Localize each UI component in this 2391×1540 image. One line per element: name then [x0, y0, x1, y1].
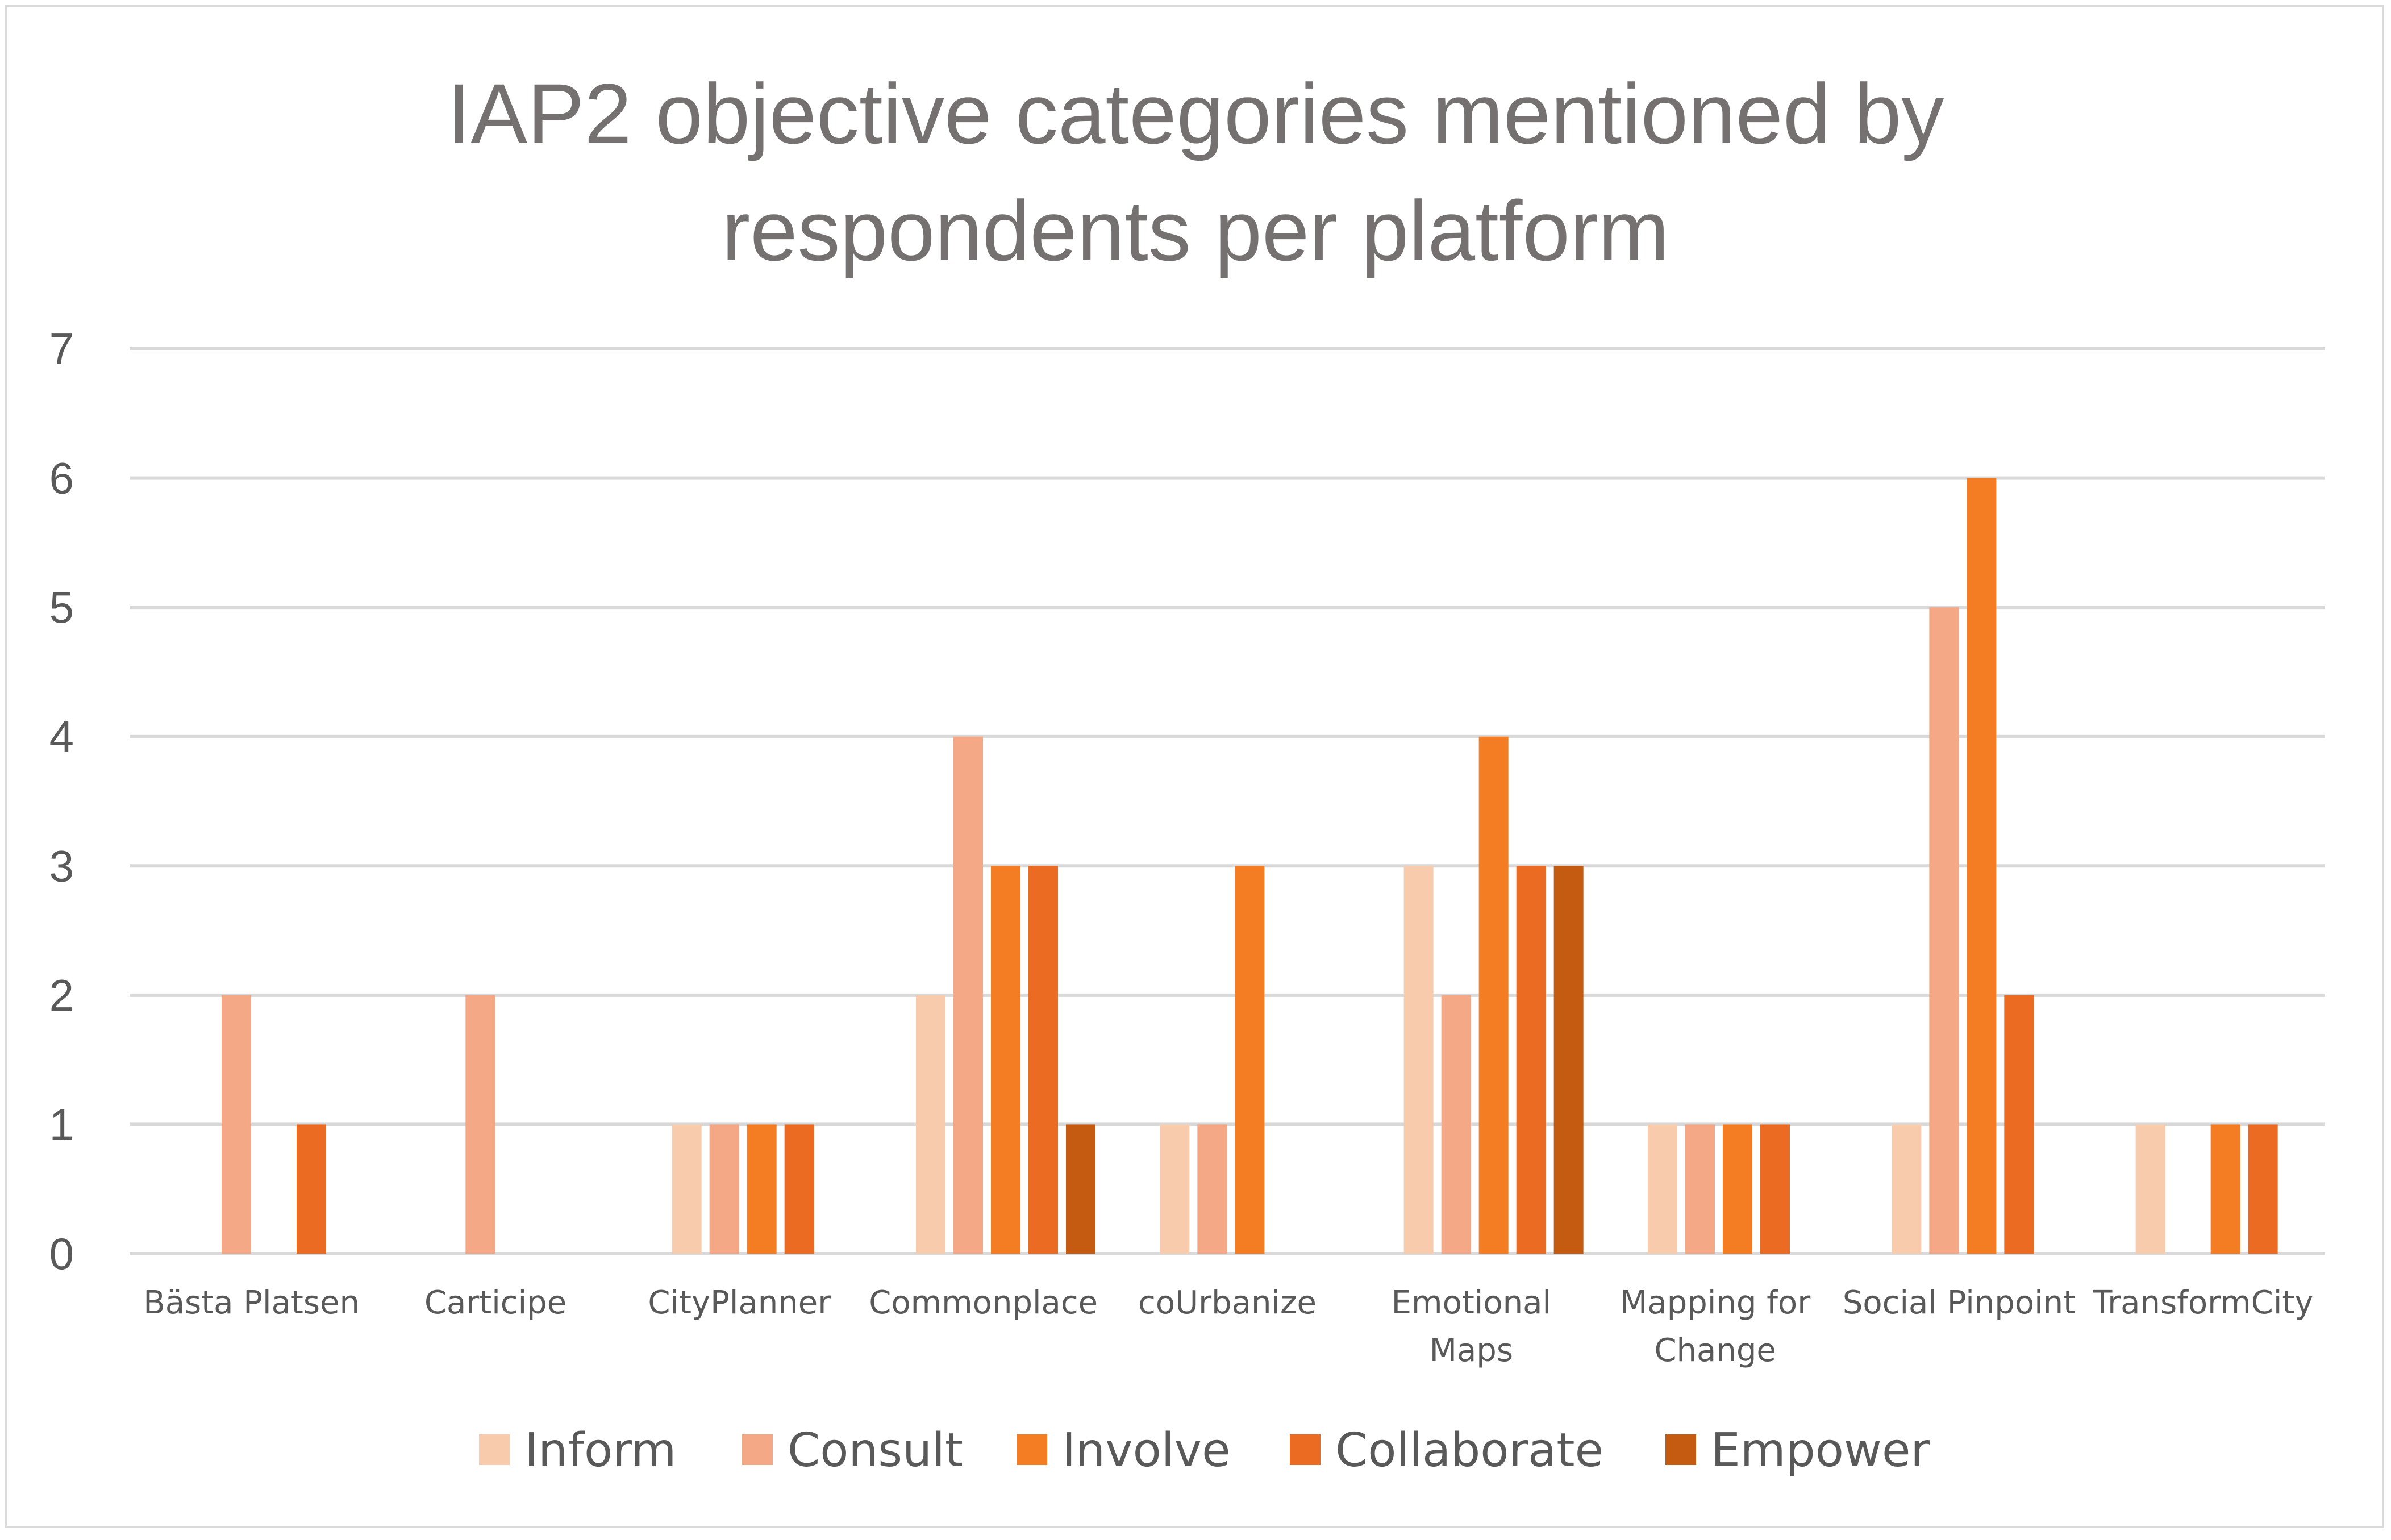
y-tick-label: 3: [49, 841, 74, 891]
bar-inform-5: [1403, 866, 1434, 1254]
bar-collaborate-6: [1760, 1124, 1790, 1254]
x-tick-label: Carticipe: [424, 1284, 566, 1321]
bar-inform-4: [1160, 1124, 1190, 1254]
y-tick-label: 4: [49, 712, 74, 762]
bar-involve-6: [1723, 1124, 1752, 1254]
y-tick-label: 5: [49, 582, 74, 632]
bar-collaborate-3: [1028, 866, 1058, 1254]
legend-label-collaborate: Collaborate: [1335, 1424, 1603, 1478]
bar-involve-5: [1478, 736, 1509, 1254]
legend-swatch-involve: [1017, 1434, 1047, 1465]
legend-swatch-collaborate: [1290, 1434, 1321, 1465]
bar-inform-2: [672, 1124, 702, 1254]
bar-consult-4: [1197, 1124, 1227, 1254]
bar-involve-4: [1235, 866, 1265, 1254]
x-tick-label: Bästa Platsen: [143, 1284, 360, 1321]
chart-title: IAP2 objective categories mentioned by r…: [447, 66, 1944, 278]
bar-consult-6: [1685, 1124, 1715, 1254]
bars: [222, 478, 2278, 1254]
bar-consult-7: [1929, 607, 1959, 1254]
legend-label-inform: Inform: [524, 1424, 676, 1478]
bar-inform-6: [1648, 1124, 1677, 1254]
x-tick-label: Emotional: [1392, 1284, 1551, 1321]
bar-involve-7: [1967, 478, 1997, 1254]
bar-consult-3: [953, 736, 983, 1254]
bar-consult-0: [222, 995, 251, 1254]
bar-involve-2: [747, 1124, 777, 1254]
x-tick-label: Mapping for: [1620, 1284, 1811, 1321]
bar-collaborate-0: [297, 1124, 326, 1254]
bar-inform-8: [2135, 1124, 2165, 1254]
y-tick-label: 1: [49, 1099, 74, 1149]
y-tick-label: 2: [49, 970, 74, 1020]
x-tick-label: Social Pinpoint: [1843, 1284, 2076, 1321]
bar-involve-3: [991, 866, 1020, 1254]
gridlines: [130, 347, 2325, 1255]
legend-swatch-consult: [742, 1434, 773, 1465]
chart-title-line-1: IAP2 objective categories mentioned by: [447, 66, 1944, 161]
bar-involve-8: [2210, 1124, 2240, 1254]
x-tick-label: Change: [1654, 1332, 1776, 1369]
chart-title-line-2: respondents per platform: [722, 183, 1669, 278]
bar-collaborate-5: [1516, 866, 1546, 1254]
legend-label-consult: Consult: [788, 1424, 963, 1478]
legend: Inform Consult Involve Collaborate Empower: [479, 1424, 1930, 1478]
y-tick-label: 6: [49, 453, 74, 503]
legend-swatch-inform: [479, 1434, 510, 1465]
legend-label-empower: Empower: [1711, 1424, 1930, 1478]
bar-collaborate-2: [784, 1124, 814, 1254]
bar-inform-3: [916, 995, 945, 1254]
x-tick-label: Commonplace: [869, 1284, 1098, 1321]
x-axis: Bästa Platsen Carticipe CityPlanner Commonp…: [143, 1284, 2313, 1369]
bar-empower-3: [1066, 1124, 1095, 1254]
bar-collaborate-8: [2248, 1124, 2278, 1254]
x-tick-label: coUrbanize: [1138, 1284, 1317, 1321]
x-tick-label: CityPlanner: [648, 1284, 831, 1321]
legend-label-involve: Involve: [1062, 1424, 1231, 1478]
bar-consult-1: [465, 995, 495, 1254]
bar-inform-7: [1892, 1124, 1922, 1254]
legend-swatch-empower: [1665, 1434, 1696, 1465]
y-tick-label: 0: [49, 1229, 74, 1279]
bar-empower-5: [1553, 866, 1584, 1254]
x-tick-label: TransformCity: [2092, 1284, 2313, 1321]
y-tick-label: 7: [49, 324, 74, 374]
bar-collaborate-7: [2004, 995, 2034, 1254]
bar-consult-5: [1441, 995, 1471, 1254]
y-axis: 0 1 2 3 4 5 6 7: [49, 324, 74, 1279]
x-tick-label: Maps: [1430, 1332, 1513, 1369]
bar-consult-2: [709, 1124, 739, 1254]
